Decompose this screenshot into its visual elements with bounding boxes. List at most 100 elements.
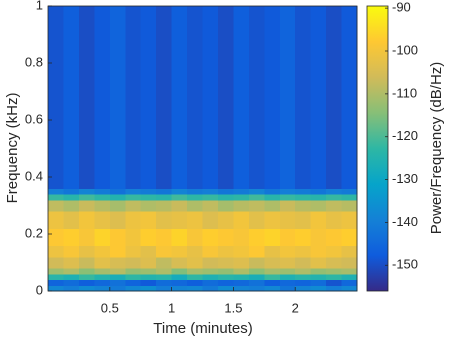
colorbar-tick-label: -130 xyxy=(392,171,418,186)
cell xyxy=(310,245,327,258)
y-tick-label: 0.8 xyxy=(25,54,43,69)
cell xyxy=(187,188,203,195)
cell xyxy=(217,273,234,281)
cell xyxy=(125,245,142,258)
cell xyxy=(78,6,95,189)
cell xyxy=(233,245,250,258)
cell xyxy=(109,285,126,292)
cell xyxy=(310,6,327,189)
cell xyxy=(310,279,327,286)
cell xyxy=(341,245,358,258)
cell xyxy=(233,256,250,269)
cell xyxy=(310,256,327,269)
cell xyxy=(295,245,312,258)
cell xyxy=(341,273,358,281)
cell xyxy=(310,211,327,229)
cell xyxy=(341,285,358,292)
colorbar-tick-label: -90 xyxy=(392,0,411,15)
cell xyxy=(63,199,80,212)
cell xyxy=(63,279,80,286)
cell xyxy=(156,211,173,229)
cell xyxy=(341,279,358,286)
y-tick-label: 0.4 xyxy=(25,168,43,183)
cell xyxy=(248,228,265,246)
cell xyxy=(217,211,234,229)
cell xyxy=(202,199,219,212)
cell xyxy=(171,256,188,269)
cell xyxy=(171,228,188,246)
cell xyxy=(233,211,250,229)
cell xyxy=(156,245,173,258)
cell xyxy=(248,285,265,292)
y-axis-label: Frequency (kHz) xyxy=(4,93,21,204)
cell xyxy=(248,273,265,281)
cell xyxy=(233,228,250,246)
cell xyxy=(326,199,343,212)
cell xyxy=(326,245,343,258)
cell xyxy=(156,273,173,281)
cell xyxy=(156,285,173,292)
cell xyxy=(202,285,219,292)
cell xyxy=(202,279,219,286)
cell xyxy=(94,256,111,269)
cell xyxy=(140,194,157,201)
cell xyxy=(326,188,343,195)
cell xyxy=(326,211,343,229)
cell xyxy=(125,273,142,281)
cell xyxy=(48,273,64,281)
cell xyxy=(279,199,296,212)
cell xyxy=(295,256,312,269)
cell xyxy=(217,228,234,246)
cell xyxy=(78,285,95,292)
cell xyxy=(264,199,281,212)
cell xyxy=(140,285,157,292)
cell xyxy=(63,228,80,246)
x-tick-label: 1 xyxy=(168,300,175,315)
cell xyxy=(202,273,219,281)
cell xyxy=(125,211,142,229)
cell xyxy=(279,279,296,286)
cell xyxy=(233,199,250,212)
cell xyxy=(341,256,358,269)
cell xyxy=(187,228,203,246)
cell xyxy=(94,199,111,212)
y-tick-label: 0.6 xyxy=(25,111,43,126)
cell xyxy=(295,6,312,189)
cell xyxy=(217,199,234,212)
cell xyxy=(94,279,111,286)
x-axis-label: Time (minutes) xyxy=(153,320,252,337)
cell xyxy=(279,245,296,258)
cell xyxy=(295,228,312,246)
cell xyxy=(233,268,250,275)
cell xyxy=(78,194,95,201)
cell xyxy=(125,199,142,212)
cell xyxy=(63,6,80,189)
cell xyxy=(109,245,126,258)
colorbar-tick-label: -110 xyxy=(392,85,417,100)
cell xyxy=(233,279,250,286)
cell xyxy=(233,6,250,189)
cell xyxy=(171,6,188,189)
cell xyxy=(233,273,250,281)
cell xyxy=(202,245,219,258)
cell xyxy=(187,273,203,281)
cell xyxy=(94,228,111,246)
cell xyxy=(125,188,142,195)
cell xyxy=(248,268,265,275)
cell xyxy=(48,188,64,195)
cell xyxy=(202,194,219,201)
cell xyxy=(187,245,203,258)
cell xyxy=(94,188,111,195)
cell xyxy=(264,268,281,275)
cell xyxy=(125,194,142,201)
cell xyxy=(171,194,188,201)
cell xyxy=(310,199,327,212)
cell xyxy=(171,279,188,286)
cell xyxy=(202,228,219,246)
cell xyxy=(78,245,95,258)
cell xyxy=(310,285,327,292)
cell xyxy=(156,194,173,201)
cell xyxy=(310,188,327,195)
cell xyxy=(48,6,64,189)
cell xyxy=(310,268,327,275)
